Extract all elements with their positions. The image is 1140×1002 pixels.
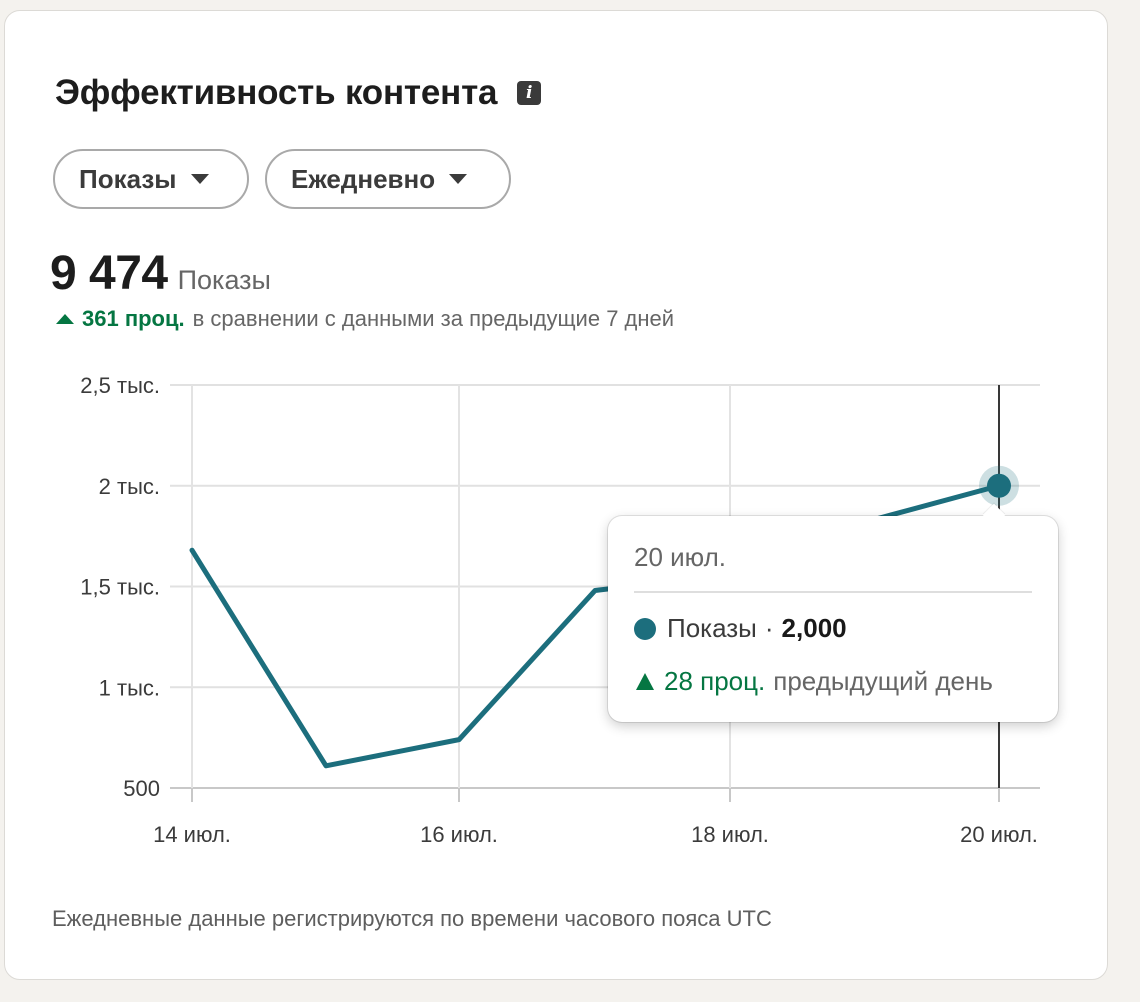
tooltip-divider <box>634 591 1032 593</box>
info-icon[interactable]: i <box>517 81 542 105</box>
tooltip-change-value: 28 проц. <box>664 666 766 696</box>
card-header: Эффективность контента i <box>55 73 542 113</box>
comparison-value: 361 проц. <box>82 306 185 331</box>
tooltip-separator: · <box>764 613 774 643</box>
chart-tooltip: 20 июл. Показы · 2,000 28 проц. предыдущ… <box>608 516 1058 722</box>
x-tick-label: 18 июл. <box>691 822 769 847</box>
x-tick-label: 16 июл. <box>420 822 498 847</box>
tooltip-change-text: предыдущий день <box>773 666 993 696</box>
metric-dropdown[interactable]: Показы <box>53 149 249 209</box>
series-dot-icon <box>634 617 656 640</box>
total-summary: 9 474 Показы <box>50 246 271 301</box>
caret-down-icon <box>449 174 468 184</box>
y-tick-label: 500 <box>123 776 160 801</box>
x-tick-label: 20 июл. <box>960 822 1038 847</box>
timezone-footnote: Ежедневные данные регистрируются по врем… <box>52 906 772 931</box>
y-tick-label: 2,5 тыс. <box>80 373 160 398</box>
tooltip-value: 2,000 <box>781 613 847 643</box>
card-title: Эффективность контента <box>55 73 498 112</box>
highlight-point <box>987 473 1011 498</box>
tooltip-series-row: Показы · 2,000 <box>634 613 1032 644</box>
content-performance-card: Эффективность контента i Показы Ежедневн… <box>4 10 1108 980</box>
triangle-up-icon <box>56 314 74 324</box>
y-tick-label: 1,5 тыс. <box>80 575 160 600</box>
metric-dropdown-label: Показы <box>79 163 177 194</box>
total-label: Показы <box>177 265 271 295</box>
y-tick-label: 2 тыс. <box>99 474 160 499</box>
total-value: 9 474 <box>50 247 168 300</box>
comparison-line: 361 проц. в сравнении с данными за преды… <box>56 306 674 332</box>
tooltip-series-name: Показы <box>667 613 757 643</box>
x-tick-label: 14 июл. <box>153 822 231 847</box>
period-dropdown-label: Ежедневно <box>291 163 436 194</box>
tooltip-date: 20 июл. <box>634 542 726 572</box>
y-tick-label: 1 тыс. <box>99 675 160 700</box>
period-dropdown[interactable]: Ежедневно <box>265 149 511 209</box>
triangle-up-icon <box>636 673 654 690</box>
caret-down-icon <box>190 174 209 184</box>
comparison-text: в сравнении с данными за предыдущие 7 дн… <box>192 306 675 331</box>
tooltip-change-row: 28 проц. предыдущий день <box>634 666 1032 697</box>
